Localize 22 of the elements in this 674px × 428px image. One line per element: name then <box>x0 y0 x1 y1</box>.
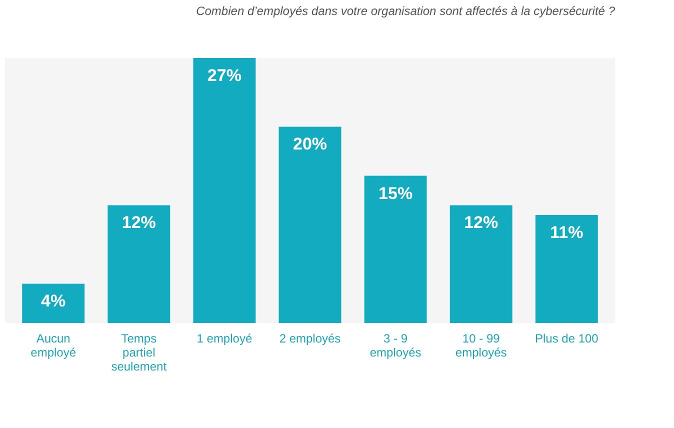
data-label: 11% <box>550 223 584 242</box>
bar <box>535 215 598 323</box>
bar <box>364 176 427 323</box>
bar <box>450 205 512 323</box>
x-tick-label: Plus de 100 <box>534 332 599 346</box>
data-label: 4% <box>41 292 66 311</box>
data-label: 12% <box>464 213 498 232</box>
data-label: 27% <box>207 66 242 85</box>
x-tick-label: Aucun employé <box>30 332 76 360</box>
bar <box>108 205 170 323</box>
x-tick-label: 2 employés <box>279 332 341 346</box>
bar <box>22 284 85 323</box>
x-tick-label: 1 employé <box>196 332 252 346</box>
bar <box>278 126 342 323</box>
data-label: 12% <box>122 213 156 232</box>
data-label: 20% <box>292 134 328 154</box>
x-tick-label: Temps partiel seulement <box>111 332 168 374</box>
x-tick-label: 10 - 99 employés <box>455 332 507 360</box>
x-tick-label: 3 - 9 employés <box>370 332 422 360</box>
chart-title: Combien d’employés dans votre organisation sont affectés à la cybersécurité ? <box>196 4 616 18</box>
bar <box>193 58 256 323</box>
data-label: 15% <box>378 184 413 203</box>
